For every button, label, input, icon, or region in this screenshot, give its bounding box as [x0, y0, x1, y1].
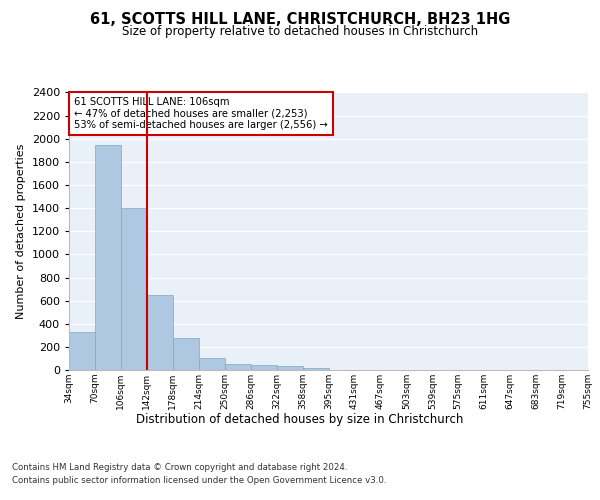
- Text: Distribution of detached houses by size in Christchurch: Distribution of detached houses by size …: [136, 412, 464, 426]
- Bar: [69, 332, 95, 370]
- Bar: [302, 368, 329, 370]
- Bar: [173, 338, 199, 370]
- Text: 61 SCOTTS HILL LANE: 106sqm
← 47% of detached houses are smaller (2,253)
53% of : 61 SCOTTS HILL LANE: 106sqm ← 47% of det…: [74, 96, 328, 130]
- Bar: [147, 295, 173, 370]
- Text: Contains public sector information licensed under the Open Government Licence v3: Contains public sector information licen…: [12, 476, 386, 485]
- Bar: [199, 358, 224, 370]
- Text: Size of property relative to detached houses in Christchurch: Size of property relative to detached ho…: [122, 25, 478, 38]
- Bar: [225, 364, 251, 370]
- Bar: [95, 144, 121, 370]
- Text: 61, SCOTTS HILL LANE, CHRISTCHURCH, BH23 1HG: 61, SCOTTS HILL LANE, CHRISTCHURCH, BH23…: [90, 12, 510, 28]
- Bar: [277, 366, 302, 370]
- Bar: [121, 208, 147, 370]
- Y-axis label: Number of detached properties: Number of detached properties: [16, 144, 26, 319]
- Text: Contains HM Land Registry data © Crown copyright and database right 2024.: Contains HM Land Registry data © Crown c…: [12, 462, 347, 471]
- Bar: [251, 366, 277, 370]
